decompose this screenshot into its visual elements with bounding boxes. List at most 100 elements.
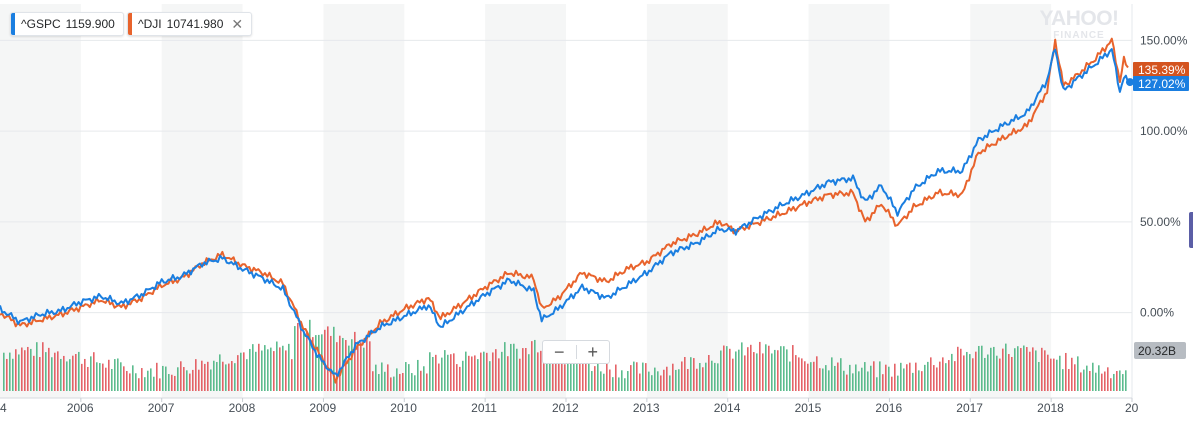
- volume-bar: [105, 367, 107, 391]
- x-tick-label: 2013: [633, 401, 660, 415]
- volume-bar: [396, 368, 398, 391]
- volume-bar: [468, 355, 470, 391]
- volume-bar: [846, 374, 848, 391]
- volume-bar: [36, 342, 38, 391]
- legend-item-gspc[interactable]: ^GSPC 1159.900: [10, 12, 124, 36]
- volume-bar: [786, 349, 788, 391]
- x-tick-label: 4: [0, 401, 7, 415]
- volume-bar: [633, 361, 635, 391]
- year-band: [808, 4, 890, 398]
- volume-bar: [276, 341, 278, 391]
- y-tick-label: 150.00%: [1140, 33, 1188, 47]
- side-panel-tab[interactable]: [1189, 212, 1193, 248]
- volume-bar: [1005, 343, 1007, 391]
- volume-bar: [1113, 373, 1115, 391]
- volume-bar: [18, 354, 20, 391]
- volume-bar: [573, 352, 575, 391]
- volume-bar: [153, 376, 155, 391]
- volume-bar: [879, 361, 881, 391]
- volume-bar: [825, 365, 827, 391]
- volume-bar: [459, 366, 461, 391]
- volume-bar: [420, 370, 422, 391]
- volume-bar: [801, 358, 803, 391]
- volume-bar: [348, 345, 350, 391]
- volume-bar: [729, 348, 731, 391]
- volume-bar: [192, 369, 194, 391]
- x-tick-label: 2016: [875, 401, 902, 415]
- volume-bar: [726, 346, 728, 391]
- volume-bar: [555, 362, 557, 391]
- volume-bar: [558, 362, 560, 391]
- volume-bar: [594, 366, 596, 391]
- volume-bar: [627, 371, 629, 391]
- volume-bar: [123, 366, 125, 391]
- volume-bar: [921, 371, 923, 391]
- volume-bar: [498, 358, 500, 391]
- volume-bar: [984, 357, 986, 391]
- volume-bar: [87, 366, 89, 391]
- year-band: [485, 4, 566, 398]
- volume-bar: [300, 323, 302, 391]
- volume-bar: [1071, 357, 1073, 391]
- volume-bar: [753, 352, 755, 391]
- volume-bar: [156, 362, 158, 391]
- close-icon[interactable]: ✕: [231, 15, 244, 32]
- volume-bar: [714, 362, 716, 391]
- y-tick-label: 100.00%: [1140, 124, 1188, 138]
- volume-bar: [462, 360, 464, 391]
- volume-bar: [597, 360, 599, 391]
- volume-bar: [570, 359, 572, 391]
- y-tick-label: 50.00%: [1140, 215, 1181, 229]
- volume-bar: [795, 355, 797, 391]
- volume-bar: [849, 364, 851, 391]
- legend-swatch: [11, 13, 15, 35]
- volume-bar: [201, 360, 203, 391]
- volume-bar: [414, 375, 416, 391]
- volume-bar: [429, 352, 431, 391]
- volume-bar: [1089, 370, 1091, 391]
- volume-bar: [207, 361, 209, 391]
- volume-bar: [198, 369, 200, 391]
- volume-bar: [906, 364, 908, 391]
- volume-bar: [669, 375, 671, 391]
- volume-bar: [408, 364, 410, 391]
- volume-bar: [471, 356, 473, 391]
- volume-bar: [765, 344, 767, 391]
- legend-symbol: ^GSPC: [21, 17, 61, 31]
- x-tick-label: 2014: [714, 401, 741, 415]
- volume-bar: [741, 342, 743, 391]
- volume-bar: [612, 377, 614, 391]
- volume-bar: [600, 371, 602, 391]
- zoom-out-button[interactable]: −: [553, 342, 565, 362]
- volume-bar: [525, 347, 527, 391]
- volume-bar: [264, 345, 266, 391]
- volume-bar: [84, 358, 86, 391]
- volume-bar: [162, 365, 164, 391]
- volume-bar: [186, 370, 188, 391]
- volume-bar: [63, 355, 65, 391]
- volume-bar: [489, 361, 491, 391]
- volume-bar: [867, 371, 869, 391]
- volume-bar: [3, 352, 5, 391]
- legend-item-dji[interactable]: ^DJI 10741.980 ✕: [127, 12, 253, 36]
- x-tick-label: 2012: [552, 401, 579, 415]
- volume-bar: [1008, 354, 1010, 391]
- volume-bar: [840, 358, 842, 391]
- volume-bar: [540, 350, 542, 391]
- volume-bar: [261, 350, 263, 391]
- volume-bar: [309, 319, 311, 391]
- volume-bar: [1053, 358, 1055, 391]
- volume-bar: [978, 345, 980, 391]
- volume-bar: [357, 341, 359, 391]
- volume-bar: [624, 378, 626, 391]
- volume-bar: [1104, 371, 1106, 391]
- volume-bar: [684, 356, 686, 391]
- volume-bar: [774, 349, 776, 391]
- volume-bar: [327, 326, 329, 391]
- volume-bar: [54, 352, 56, 391]
- volume-bar: [762, 353, 764, 391]
- volume-bar: [1110, 378, 1112, 391]
- volume-bar: [681, 361, 683, 391]
- zoom-in-button[interactable]: +: [587, 342, 598, 362]
